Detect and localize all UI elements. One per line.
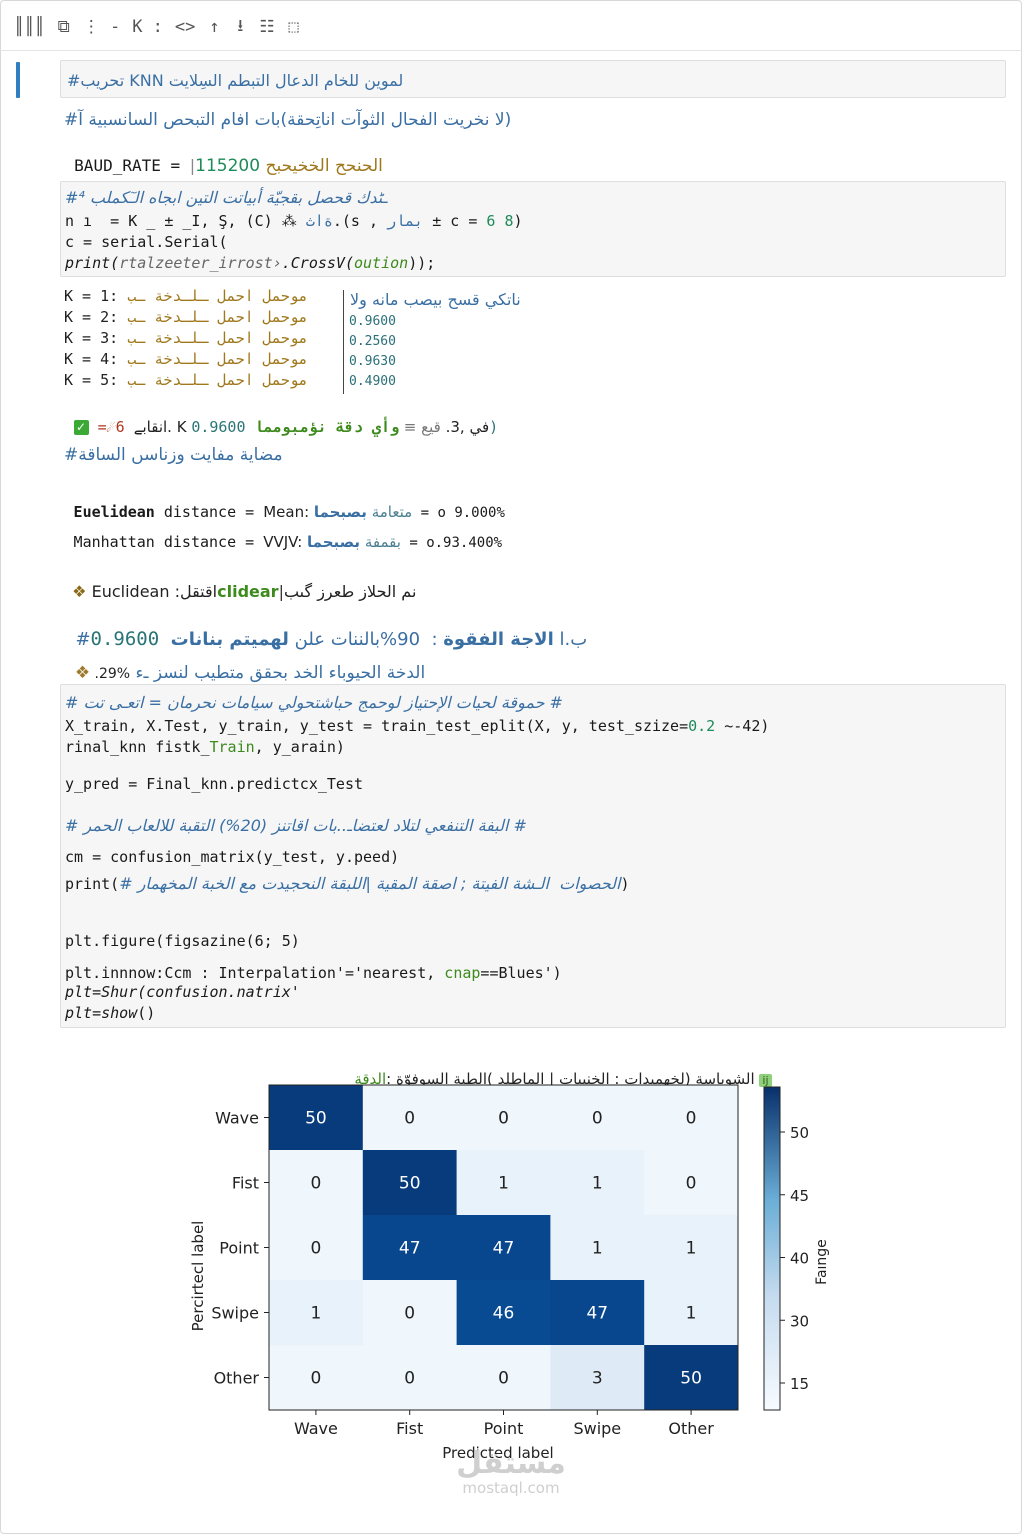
cell2-line-2: n ı = K _ ± _I, Ş, (C) ⁂ ةاث.(s , بمار ±… (65, 212, 523, 230)
active-cell-indicator (16, 62, 20, 98)
cell3-confusion-line: cm = confusion_matrix(y_test, y.peed) (65, 848, 400, 866)
code-cell-2[interactable]: #ـٹدك قحصل بقجيّة أبياتت التين ابجاه الـ… (60, 181, 1006, 277)
cell1-comment: #تحريب KNN لموين للخام الدعال التبطم الس… (67, 71, 404, 90)
distance-header: #مضاية مفايت وزناسں الساقة (64, 445, 283, 465)
cell3-split-line: X_train, X.Test, y_train, y_test = train… (65, 717, 770, 735)
cell3-imshow-line: plt.innnow:Ccm : Interpalation'='nearest… (65, 964, 562, 982)
knn-row-1: K = 1: موحمل احمل ـلـدخة ـب (64, 287, 308, 305)
cell3-fit-line: rinal_knn fistk_Train, y_arain) (65, 738, 345, 756)
knn-value-3: 0.2560 (349, 334, 396, 349)
knn-output-header: ناتكي قسح بيصب مانه ولا (350, 290, 521, 309)
hr-icon[interactable]: ⭳ (237, 15, 244, 36)
cell3-comment-2: # البفة التنفعي لتلاد لعتضاـ..بات اقاتنز… (65, 816, 527, 835)
check-icon: ✓ (73, 420, 89, 435)
knn-value-5: 0.4900 (349, 374, 396, 389)
baud-eq: = (160, 156, 190, 175)
accuracy-line-2: ❖ .29% الدخة الحيوباء الخد بحقق متطيب لن… (74, 663, 426, 683)
code-cell-1[interactable]: #تحريب KNN لموين للخام الدعال التبطم الس… (60, 60, 1006, 98)
chart-title: الشوباسة (لخهميدات : الخنبيات | الماطلد … (340, 1052, 772, 1088)
cell-toolbar: ║║║ ⧉ ⋮ - K : <> ↑ ⭳ ☷ ⬚ (14, 14, 301, 40)
cell3-comment-1: # حموقة لحيات الإحتياز لوحمج حباشتحولي س… (65, 693, 563, 712)
cell3-figure-line: plt.figure(figsazine(6; 5) (65, 932, 300, 950)
knn-row-4: K = 4: موحمل احمل ـلـدخة ـب (64, 350, 308, 368)
code-cell-3[interactable]: # حموقة لحيات الإحتياز لوحمج حباشتحولي س… (60, 684, 1006, 1028)
manhattan-line: Manhattan distance = VVJV: بقمفة بصبحما … (73, 533, 503, 551)
note-line-1: #لا نخريت الفحال الثوآت اناتِحقة)بات افا… (64, 110, 512, 130)
toolbar-divider (0, 50, 1022, 51)
knn-row-3: K = 3: موحمل احمل ـلـدخة ـب (64, 329, 308, 347)
knn-row-2: K = 2: موحمل احمل ـلـدخة ـب (64, 308, 308, 326)
k-icon[interactable]: K : (132, 17, 163, 37)
stop-icon[interactable]: ⧉ (57, 17, 70, 37)
watermark: مستقل mostaql.com (456, 1446, 566, 1497)
scroll-icon: ❖ (74, 663, 91, 683)
column-icon[interactable]: ║║║ (14, 17, 45, 37)
cell3-colorbar-line: plt=Shur(confusion.natrix' (65, 983, 300, 1001)
baud-value: 115200 (195, 156, 261, 176)
output-divider (343, 290, 344, 394)
more-icon[interactable]: ⋮ - (82, 17, 121, 37)
knn-value-4: 0.9630 (349, 354, 396, 369)
knn-row-5: K = 5: موحمل احمل ـلـدخة ـب (64, 371, 308, 389)
accuracy-line-1: #ب.ا الاجة الفقوة : 90%بالننات علن لهميت… (75, 628, 588, 651)
knn-value-2: 0.9600 (349, 314, 396, 329)
chosen-metric-line: ❖ Euclidean :اقتقلclidear|نم الحلاز طعرز… (72, 582, 417, 601)
code-icon[interactable]: <> (174, 17, 196, 37)
baud-rate-line: BAUD_RATE = |115200 الحنحح الخخيحبح (74, 156, 383, 176)
knn-best-summary: ✓ =☄6 انقابے. K في ,3. قيع ≡ وأي دقة نؤم… (64, 399, 498, 438)
diamond-icon: ❖ (72, 582, 87, 601)
cell2-comment: #ـٹدك قحصل بقجيّة أبياتت التين ابجاه الـ… (65, 188, 388, 207)
cell3-print-line: print(# الحصوات الـشة الفيتة ; اصقة المق… (65, 874, 630, 893)
up-arrow-icon[interactable]: ↑ (209, 17, 220, 37)
cell2-line-4: print(rtalzeeter_irrost›.CrossV(oution))… (65, 254, 436, 272)
cell3-show-line: plt=show() (65, 1004, 156, 1022)
chart-badge-icon: ij (759, 1074, 772, 1087)
cell2-line-3: c = serial.Serial( (65, 233, 228, 251)
baud-comment: الحنحح الخخيحبح (260, 156, 383, 176)
comment-icon[interactable]: ⬚ (288, 17, 299, 37)
cell3-predict-line: y_pred = Final_knn.predictcx_Test (65, 775, 364, 793)
list-icon[interactable]: ☷ (259, 17, 275, 37)
baud-label: BAUD_RATE (74, 156, 161, 175)
euclidean-line: Euelidean distance = Mean: متعامة بصبحما… (73, 503, 505, 521)
